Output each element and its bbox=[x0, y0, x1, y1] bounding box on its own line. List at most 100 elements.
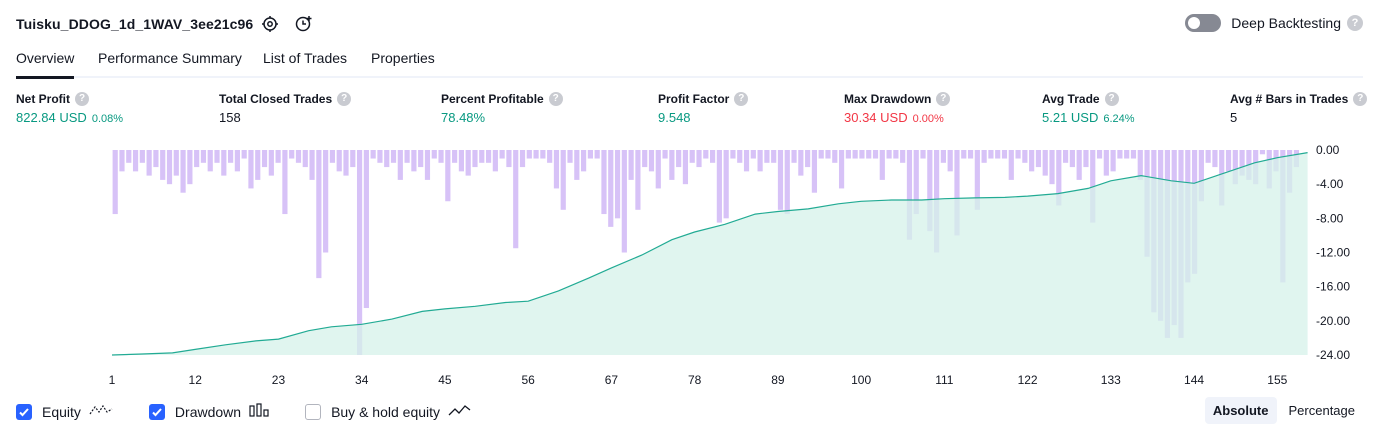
percentage-mode-button[interactable]: Percentage bbox=[1288, 403, 1356, 418]
equity-toggle[interactable]: Equity bbox=[16, 403, 113, 422]
drawdown-bar bbox=[465, 150, 471, 176]
drawdown-bar bbox=[194, 150, 200, 168]
drawdown-bar bbox=[418, 150, 424, 168]
drawdown-bar bbox=[1232, 150, 1238, 185]
deep-backtesting-help-icon[interactable]: ? bbox=[1347, 15, 1363, 31]
x-tick-label: 12 bbox=[189, 373, 203, 387]
metric-value: 822.84 USD bbox=[16, 110, 87, 125]
drawdown-bar bbox=[961, 150, 967, 159]
drawdown-bar bbox=[859, 150, 865, 159]
drawdown-bar bbox=[716, 150, 722, 223]
drawdown-bar bbox=[1212, 150, 1218, 168]
x-tick-label: 34 bbox=[355, 373, 369, 387]
buy-hold-toggle[interactable]: Buy & hold equity bbox=[305, 403, 472, 422]
report-header: Tuisku_DDOG_1d_1WAV_3ee21c96 Deep Backte… bbox=[16, 10, 1363, 40]
drawdown-bar bbox=[248, 150, 254, 189]
drawdown-bar bbox=[954, 150, 960, 236]
drawdown-bar bbox=[682, 150, 689, 185]
x-tick-label: 155 bbox=[1267, 373, 1287, 387]
equity-drawdown-chart[interactable]: 1,000,800.001,000,600.001,000,400.001,00… bbox=[0, 140, 1379, 390]
metric-avg-bars-in-trades: Avg # Bars in Trades? 5 bbox=[1230, 92, 1368, 125]
drawdown-bar bbox=[126, 150, 132, 163]
metric-total-closed-trades: Total Closed Trades? 158 bbox=[219, 92, 352, 125]
drawdown-bar bbox=[309, 150, 315, 180]
drawdown-bar bbox=[1259, 150, 1266, 155]
info-icon[interactable]: ? bbox=[75, 92, 89, 106]
deep-backtesting-toggle[interactable] bbox=[1185, 14, 1222, 32]
drawdown-bar bbox=[214, 150, 220, 163]
drawdown-bar bbox=[893, 150, 899, 159]
drawdown-bar bbox=[384, 150, 390, 168]
drawdown-checkbox[interactable] bbox=[148, 404, 165, 420]
drawdown-bar bbox=[1022, 150, 1028, 163]
drawdown-bar bbox=[1225, 150, 1232, 172]
drawdown-bar bbox=[1110, 150, 1116, 172]
info-icon[interactable]: ? bbox=[548, 92, 563, 106]
drawdown-bar bbox=[323, 150, 329, 253]
drawdown-bar bbox=[519, 150, 526, 168]
drawdown-bar bbox=[119, 150, 125, 172]
strategy-title: Tuisku_DDOG_1d_1WAV_3ee21c96 bbox=[16, 16, 254, 32]
buy-hold-checkbox[interactable] bbox=[305, 404, 322, 420]
drawdown-bar bbox=[967, 150, 974, 159]
drawdown-bar bbox=[438, 150, 444, 163]
drawdown-bar bbox=[404, 150, 410, 163]
drawdown-bar bbox=[703, 150, 709, 159]
drawdown-bar bbox=[472, 150, 478, 168]
drawdown-bar bbox=[709, 150, 716, 163]
drawdown-toggle[interactable]: Drawdown bbox=[148, 402, 269, 422]
metric-label: Percent Profitable bbox=[441, 92, 544, 106]
drawdown-bar bbox=[771, 150, 777, 163]
add-alert-clock-icon[interactable] bbox=[294, 14, 314, 34]
drawdown-bar bbox=[411, 150, 417, 172]
drawdown-bar bbox=[1103, 150, 1109, 176]
drawdown-bar bbox=[757, 150, 763, 172]
drawdown-bar bbox=[900, 150, 906, 163]
equity-checkbox[interactable] bbox=[16, 404, 32, 420]
info-icon[interactable]: ? bbox=[1353, 92, 1368, 106]
drawdown-bar bbox=[635, 150, 641, 210]
drawdown-bar bbox=[1239, 150, 1245, 176]
value-mode-switch: Absolute Percentage bbox=[1201, 397, 1363, 424]
drawdown-bar bbox=[995, 150, 1001, 159]
drawdown-bar bbox=[1083, 150, 1089, 168]
metric-label: Total Closed Trades bbox=[219, 92, 333, 106]
drawdown-bar bbox=[268, 150, 274, 176]
x-tick-label: 122 bbox=[1018, 373, 1038, 387]
metric-value: 78.48% bbox=[441, 110, 486, 125]
drawdown-bar bbox=[139, 150, 145, 163]
x-tick-label: 1 bbox=[109, 373, 116, 387]
info-icon[interactable]: ? bbox=[337, 92, 352, 106]
drawdown-bars bbox=[112, 150, 1299, 355]
drawdown-bar bbox=[818, 150, 824, 159]
drawdown-bar bbox=[587, 150, 593, 159]
metric-profit-factor: Profit Factor? 9.548 bbox=[658, 92, 749, 125]
drawdown-bar bbox=[302, 150, 308, 168]
x-tick-label: 23 bbox=[272, 373, 286, 387]
drawdown-bar bbox=[879, 150, 885, 180]
report-tabs: Overview Performance Summary List of Tra… bbox=[16, 44, 1363, 79]
drawdown-bar bbox=[805, 150, 811, 168]
drawdown-bar bbox=[166, 150, 173, 185]
info-icon[interactable]: ? bbox=[936, 92, 951, 106]
tab-list-of-trades[interactable]: List of Trades bbox=[263, 50, 348, 66]
info-icon[interactable]: ? bbox=[734, 92, 749, 106]
absolute-mode-button[interactable]: Absolute bbox=[1204, 397, 1277, 424]
info-icon[interactable]: ? bbox=[1104, 92, 1119, 106]
y-right-tick-label: -24.00 bbox=[1316, 348, 1350, 362]
drawdown-bar bbox=[526, 150, 532, 159]
metric-value: 30.34 USD bbox=[844, 110, 908, 125]
tab-overview[interactable]: Overview bbox=[16, 50, 75, 79]
drawdown-bar bbox=[838, 150, 845, 189]
y-right-tick-label: -20.00 bbox=[1316, 314, 1350, 328]
equity-line bbox=[111, 152, 1308, 356]
drawdown-bar bbox=[852, 150, 858, 159]
drawdown-bar bbox=[988, 150, 994, 159]
buy-hold-label: Buy & hold equity bbox=[331, 404, 441, 420]
drawdown-bar bbox=[608, 150, 614, 227]
tab-performance-summary[interactable]: Performance Summary bbox=[98, 50, 242, 66]
tab-properties[interactable]: Properties bbox=[371, 50, 435, 66]
settings-gear-icon[interactable] bbox=[260, 14, 280, 34]
x-tick-label: 144 bbox=[1184, 373, 1204, 387]
x-tick-label: 78 bbox=[688, 373, 702, 387]
